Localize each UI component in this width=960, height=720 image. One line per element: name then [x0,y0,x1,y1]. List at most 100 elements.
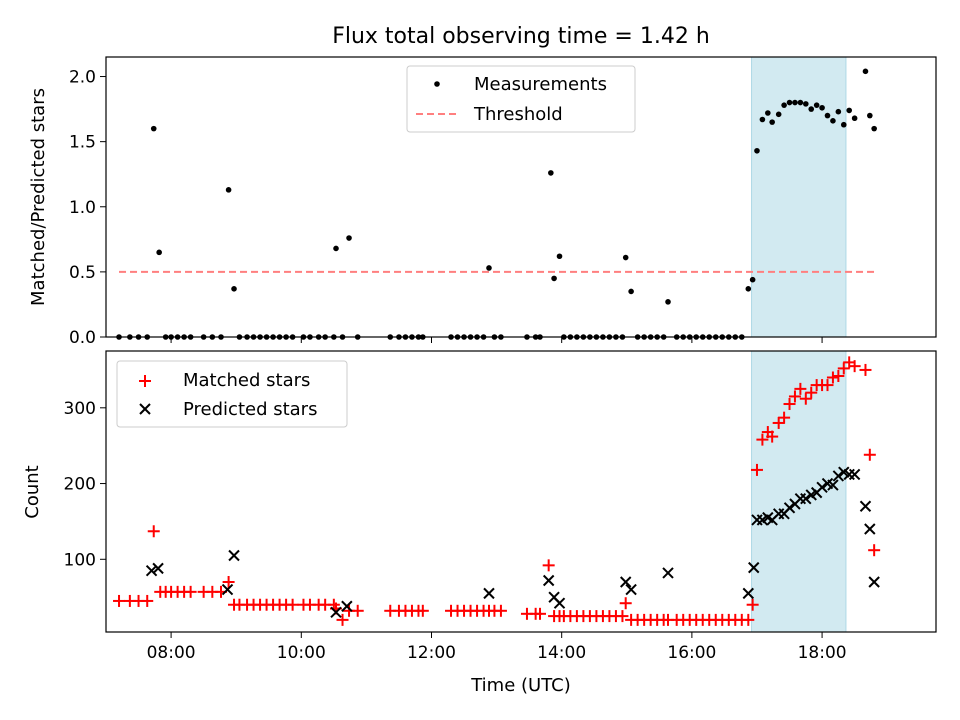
top-highlight-layer [751,56,847,338]
x-marker-b [783,502,796,514]
measurement-point [846,107,853,114]
matched-star-point [832,369,845,382]
predicted-star-point [330,606,342,619]
matched-star-point [837,362,850,375]
x-marker-b [848,468,861,481]
predicted-star-point [152,562,164,575]
predicted-star-point [553,597,566,609]
matched-star-point [783,398,796,411]
bottom-ytick-label: 100 [64,550,96,570]
x-marker-b [832,470,845,482]
predicted-star-point [832,470,845,482]
measurement-point [781,102,787,108]
matched-star-point [859,363,872,376]
legend-matched-marker [139,375,151,387]
measurement-point [759,116,766,123]
bottom-ytick-label: 200 [64,475,96,495]
measurement-point [871,125,877,132]
legend-matched-label: Matched stars [183,370,310,391]
top-highlight-span [751,56,847,338]
matched-star-point [821,379,834,392]
measurement-point [851,115,858,122]
matched-star-point [416,604,429,617]
measurement-point [486,265,492,271]
measurement-point [824,112,831,119]
matched-star-point [788,390,801,403]
measurement-point [803,101,809,107]
legend-predicted-marker [139,403,151,415]
top-ytick-label: 2.0 [69,68,96,88]
matched-star-point [805,386,818,399]
matched-star-point [616,610,629,623]
bottom-series-0 [113,356,881,626]
measurement-point [819,104,825,111]
predicted-star-point [662,567,674,579]
matched-star-point [778,411,791,424]
matched-star-point [184,585,197,598]
matched-star-point [848,360,861,373]
predicted-star-point [848,468,861,481]
measurement-point [548,170,554,176]
measurement-point [745,286,752,292]
bottom-xtick-label: 08:00 [147,643,196,663]
bottom-plot-frame [105,350,937,633]
matched-star-point [533,607,546,620]
predicted-star-point [228,549,240,562]
matched-star-point [113,594,126,607]
x-marker-b [548,591,560,603]
measurement-point [867,112,873,119]
x-marker-b [341,600,353,612]
matched-star-point [868,544,881,557]
measurement-point [231,286,237,292]
x-marker-b [800,492,812,505]
matched-star-point [750,463,763,476]
measurement-point [786,99,793,106]
predicted-star-point [742,587,755,600]
measurement-point [813,102,820,108]
bottom-xtick-label: 10:00 [277,643,326,663]
bottom-points-layer [113,356,881,626]
x-marker-b [859,500,872,512]
bottom-xtick-label: 16:00 [667,643,716,663]
predicted-star-point [748,561,760,574]
x-marker-b [742,587,755,600]
bottom-axis-layer: 100 200 300 08:00 10:00 12:00 14:00 16:00 18:00 [64,399,847,663]
x-marker-b [864,523,876,535]
matched-star-point [772,416,785,429]
bottom-xtick-label: 18:00 [798,643,847,663]
legend-measurements-label: Measurements [474,74,607,95]
measurement-point [797,99,804,106]
matched-star-point [351,604,364,617]
predicted-star-point [619,576,632,588]
matched-star-point [147,525,160,538]
predicted-star-point [221,583,234,596]
predicted-star-point [483,587,495,600]
bottom-y-axis-label: Count [22,465,43,518]
measurement-point [775,111,782,118]
top-ytick-label: 1.0 [69,198,96,218]
x-marker-b [821,477,834,490]
measurement-point [556,253,563,260]
x-marker-b [748,561,760,574]
x-marker-b [221,583,234,596]
predicted-star-point [800,492,812,505]
predicted-star-point [542,574,555,587]
measurement-point [622,254,629,261]
bottom-legend-box [116,360,348,428]
measurement-point [156,249,162,256]
measurement-point [333,245,339,252]
matched-star-point [542,559,555,572]
x-axis-label: Time (UTC) [470,675,571,696]
predicted-star-point [341,600,353,612]
x-marker-b [145,564,158,577]
top-legend-box [406,65,636,133]
measurement-point [346,235,352,241]
bottom-xtick-label: 14:00 [537,643,586,663]
x-marker-b [330,606,342,619]
predicted-star-point [868,576,880,588]
x-marker-b [662,567,674,579]
measurement-point [765,110,771,116]
top-ytick-label: 1.5 [69,133,96,153]
measurement-point [840,121,847,128]
predicted-star-point [783,502,796,514]
